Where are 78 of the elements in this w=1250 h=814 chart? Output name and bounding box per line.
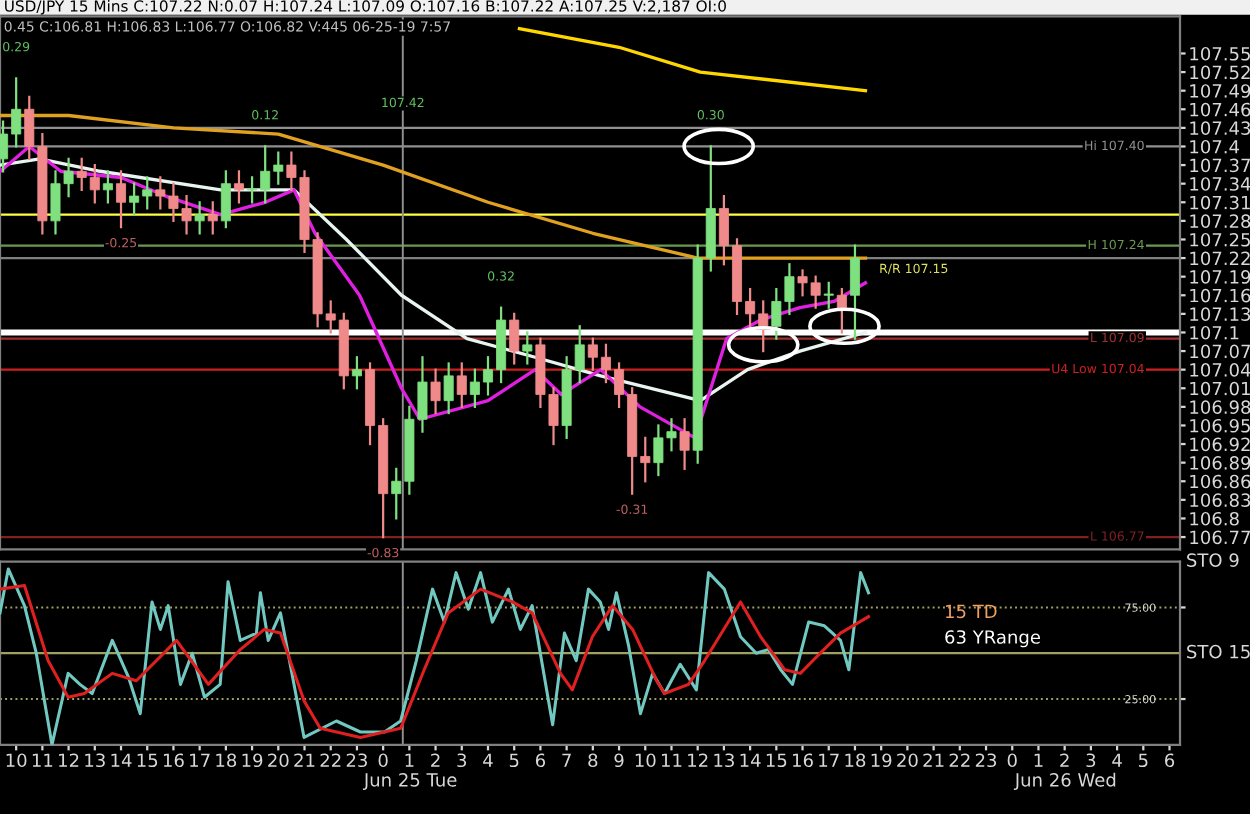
x-tick-label: 4 [483, 753, 493, 767]
y-tick-label: 107.43 [1190, 121, 1250, 135]
text: STO 9 [1187, 553, 1239, 567]
x-tick-label: 11 [661, 753, 682, 767]
y-tick-label: 107.55 [1190, 46, 1250, 61]
y-tick-label: 106.77 [1190, 530, 1250, 545]
y-tick-label: 106.98 [1190, 400, 1250, 414]
x-tick-label: 9 [614, 753, 624, 768]
y-tick-label: 107.52 [1190, 65, 1250, 80]
y-tick-label: 107.49 [1190, 84, 1250, 98]
x-tick-label: 1 [405, 753, 414, 767]
x-tick-label: 15 [137, 753, 158, 768]
y-tick-label: 107.28 [1190, 214, 1250, 228]
x-tick-label: 1 [1034, 753, 1043, 767]
x-tick-label: 21 [294, 753, 315, 767]
x-tick-label: 12 [59, 753, 79, 767]
y-tick-label: 106.95 [1190, 418, 1250, 433]
y-tick-label: 107.16 [1190, 288, 1250, 303]
y-tick-label: 107.34 [1190, 177, 1250, 191]
x-tick-label: 23 [346, 753, 367, 768]
annotation: 15 TD [945, 604, 997, 619]
x-tick-label: 14 [740, 753, 761, 767]
y-tick-label: 107.31 [1190, 195, 1250, 210]
y-tick-label: 107.13 [1190, 307, 1250, 321]
x-tick-label: 0 [378, 753, 388, 768]
x-tick-label: 8 [588, 753, 598, 768]
y-tick-label: 107.4 [1190, 139, 1240, 154]
x-tick-label: 12 [688, 753, 708, 767]
x-tick-label: 17 [819, 753, 839, 767]
y-tick-label: 107.07 [1190, 344, 1250, 359]
y-tick-label: 107.01 [1190, 381, 1250, 396]
x-tick-label: 5 [1138, 753, 1148, 768]
x-tick-label: 16 [163, 753, 184, 768]
y-tick-label: 107.19 [1190, 270, 1250, 284]
x-tick-label: 23 [975, 753, 997, 768]
x-tick-label: 10 [635, 753, 656, 768]
y-tick-label: 107.1 [1190, 325, 1239, 340]
y-tick-label: 106.89 [1190, 456, 1250, 470]
x-tick-label: 19 [871, 753, 892, 768]
x-tick-label: 3 [1086, 753, 1096, 768]
x-tick-label: 6 [535, 753, 546, 768]
annotation: 63 YRange [945, 630, 1040, 648]
x-tick-label: 6 [1165, 753, 1175, 768]
x-tick-label: 21 [923, 753, 944, 767]
x-tick-label: 22 [320, 753, 341, 767]
x-tick-label: 18 [216, 753, 237, 768]
x-tick-label: 7 [562, 753, 571, 767]
x-tick-label: 11 [32, 753, 53, 767]
x-tick-label: 22 [949, 753, 970, 767]
x-tick-label: 13 [714, 753, 734, 768]
text: Jun 25 Tue [362, 773, 457, 791]
y-tick-label: 106.83 [1190, 493, 1250, 507]
x-tick-label: 20 [268, 753, 289, 768]
y-tick-label: 106.92 [1190, 437, 1250, 452]
y-tick-label: 106.86 [1190, 474, 1250, 489]
x-tick-label: 2 [431, 753, 440, 767]
x-tick-label: 20 [897, 753, 918, 768]
x-tick-label: 5 [509, 753, 519, 768]
y-tick-label: 107.37 [1190, 158, 1250, 173]
x-tick-label: 0 [1007, 753, 1017, 768]
x-tick-label: 18 [845, 753, 866, 768]
x-tick-label: 2 [1060, 753, 1069, 767]
x-tick-label: 4 [1112, 753, 1122, 767]
y-tick-label: 107.46 [1190, 102, 1250, 117]
x-tick-label: 3 [457, 753, 467, 768]
x-tick-label: 16 [793, 753, 813, 768]
x-tick-label: 14 [111, 753, 132, 767]
y-tick-label: 106.8 [1190, 511, 1239, 526]
y-tick-label: 107.04 [1190, 363, 1250, 377]
x-tick-label: 19 [242, 753, 263, 768]
y-tick-label: 107.25 [1190, 232, 1250, 247]
text: STO 15 [1187, 644, 1250, 659]
x-tick-label: 13 [85, 753, 105, 768]
x-tick-label: 10 [6, 753, 27, 768]
x-tick-label: 15 [766, 753, 787, 768]
y-tick-label: 107.22 [1190, 251, 1250, 266]
x-tick-label: 17 [190, 753, 210, 767]
text: Jun 26 Wed [1013, 772, 1116, 791]
